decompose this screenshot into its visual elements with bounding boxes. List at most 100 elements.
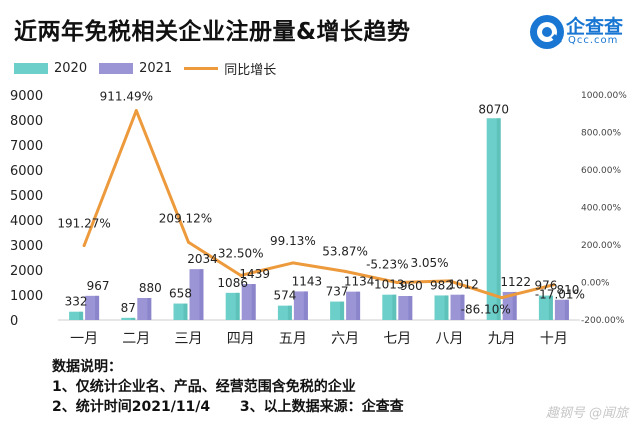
label-2020: 87 <box>121 301 136 315</box>
y-right-tick-label: 1000.00% <box>581 91 627 101</box>
growth-point <box>187 240 190 244</box>
x-tick-label: 六月 <box>331 331 359 347</box>
x-tick-label: 七月 <box>383 331 411 347</box>
growth-point <box>291 261 295 265</box>
y-left-tick-label: 3000 <box>10 239 43 254</box>
label-2021: 2034 <box>187 252 218 266</box>
y-left-tick-label: 8000 <box>10 114 43 129</box>
bar-2021-shade <box>408 296 413 320</box>
label-2020: 737 <box>326 285 349 299</box>
notes-heading: 数据说明： <box>52 359 122 375</box>
y-right-tick-label: 0.00% <box>581 279 610 289</box>
bar-2020-shade <box>183 303 188 320</box>
bar-2020-shade <box>340 301 345 320</box>
bar-2020 <box>121 317 136 320</box>
label-growth: 209.12% <box>159 211 212 225</box>
bar-2021-shade <box>147 298 152 320</box>
legend-item-growth: 同比增长 <box>184 59 276 78</box>
growth-line <box>82 109 555 300</box>
x-tick-label: 四月 <box>227 331 255 347</box>
bar-2020-shade <box>79 311 84 320</box>
bar-2021-shade <box>199 269 204 320</box>
x-tick-label: 八月 <box>436 331 464 347</box>
label-growth: 191.27% <box>57 217 110 231</box>
y-left-tick-label: 0 <box>10 314 18 329</box>
label-2021: 960 <box>400 279 423 293</box>
notes-line-1: 1、仅统计企业名、产品、经营范围含免税的企业 <box>52 379 356 395</box>
x-tick-label: 三月 <box>175 331 203 347</box>
logo-icon <box>530 15 564 49</box>
y-right-tick-label: 400.00% <box>581 204 621 214</box>
y-right-tick-label: 800.00% <box>581 129 621 139</box>
label-2020: 982 <box>430 278 453 292</box>
label-2021: 1012 <box>448 278 479 292</box>
label-growth: 911.49% <box>100 90 153 104</box>
bar-2020 <box>69 311 84 320</box>
label-2020: 1086 <box>217 276 248 290</box>
legend-item-2020: 2020 <box>14 61 87 76</box>
bar-2021-shade <box>564 299 569 320</box>
legend-swatch-growth <box>184 66 219 70</box>
logo-sub: Qcc.com <box>568 35 619 46</box>
label-growth: 53.87% <box>322 244 368 258</box>
label-2020: 574 <box>273 289 296 303</box>
legend-label-growth: 同比增长 <box>224 62 277 78</box>
growth-point <box>82 244 86 248</box>
x-tick-label: 十月 <box>540 331 568 347</box>
label-2021: 1143 <box>292 274 323 288</box>
label-2020: 332 <box>65 295 88 309</box>
label-2021: 1134 <box>344 275 375 289</box>
x-tick-label: 九月 <box>488 331 516 347</box>
growth-point <box>239 273 243 277</box>
y-left-tick-label: 9000 <box>10 89 43 104</box>
y-right-tick-label: 600.00% <box>581 166 621 176</box>
data-notes: 数据说明： 1、仅统计企业名、产品、经营范围含免税的企业 2、统计时间2021/… <box>52 357 404 417</box>
y-left-tick-label: 5000 <box>10 189 43 204</box>
label-2021: 1122 <box>500 275 531 289</box>
legend-swatch-2020 <box>14 62 48 74</box>
watermark: 趣钢号 @闻旅 <box>545 406 628 421</box>
legend-item-2021: 2021 <box>99 61 172 76</box>
label-2021: 1439 <box>239 267 270 281</box>
label-growth: 99.13% <box>270 234 316 248</box>
x-tick-label: 五月 <box>279 331 307 347</box>
logo-name: 企查查 <box>566 16 624 38</box>
label-2020: 8070 <box>478 102 509 116</box>
label-2020: 658 <box>169 287 192 301</box>
notes-line-2-3: 2、统计时间2021/11/4 3、以上数据来源：企查查 <box>52 397 404 417</box>
growth-point <box>134 109 138 113</box>
label-growth: -5.23% <box>366 257 408 271</box>
bar-2020-shade <box>131 317 136 320</box>
label-2020: 976 <box>534 279 557 293</box>
bar-2020-shade <box>548 295 553 320</box>
label-2020: 1013 <box>374 278 405 292</box>
legend-label-2020: 2020 <box>54 60 88 76</box>
legend-swatch-2021 <box>99 62 134 74</box>
growth-point <box>343 269 347 273</box>
growth-point <box>500 296 504 300</box>
growth-point <box>395 280 399 284</box>
y-left-tick-label: 6000 <box>10 164 43 179</box>
bar-2021-shade <box>95 295 100 320</box>
bar-2020-shade <box>444 295 449 320</box>
legend: 2020 2021 同比增长 <box>14 58 288 78</box>
bar-2021-shade <box>303 291 308 320</box>
label-growth: -86.10% <box>461 303 511 317</box>
bar-2021-shade <box>251 284 256 320</box>
bar-2020-shade <box>392 294 397 320</box>
y-right-tick-label: -200.00% <box>581 316 625 326</box>
growth-point <box>552 283 556 287</box>
y-left-tick-label: 1000 <box>10 289 43 304</box>
label-2021: 810 <box>556 283 579 297</box>
label-growth: 3.05% <box>410 256 448 270</box>
bar-2021-shade <box>356 291 361 320</box>
y-left-tick-label: 7000 <box>10 139 43 154</box>
notes-line-3: 3、以上数据来源：企查查 <box>239 399 404 415</box>
y-left-tick-label: 4000 <box>10 214 43 229</box>
label-2021: 880 <box>139 281 162 295</box>
chart-title: 近两年免税相关企业注册量&增长趋势 <box>14 19 411 45</box>
bar-2020-shade <box>235 292 240 320</box>
label-growth: 32.50% <box>218 246 264 260</box>
notes-line-2: 2、统计时间2021/11/4 <box>52 399 211 415</box>
